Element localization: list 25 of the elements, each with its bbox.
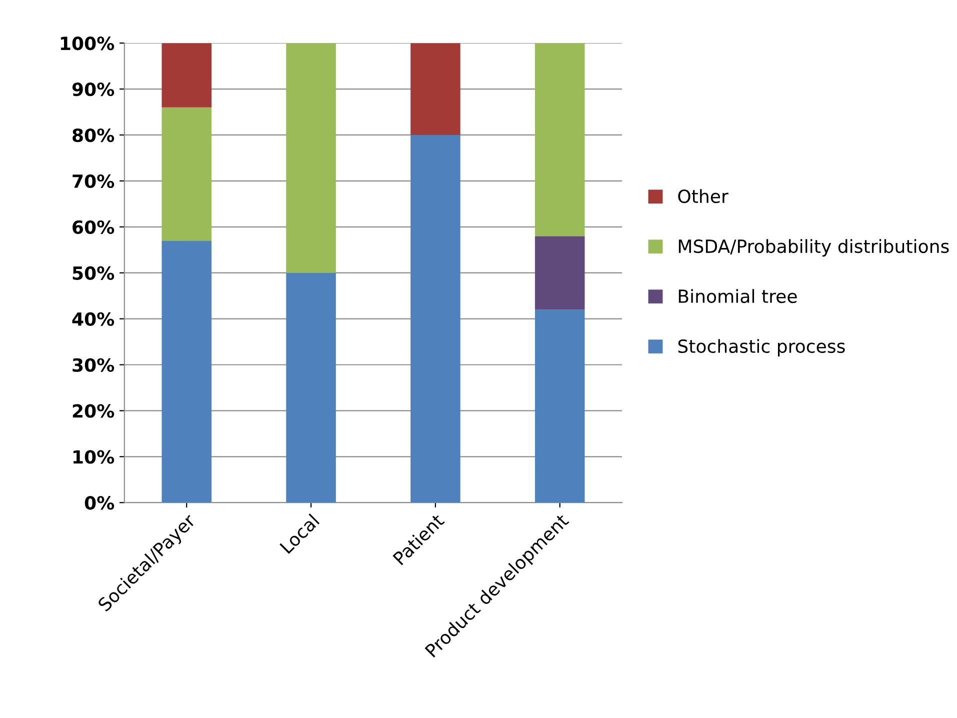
legend-label: MSDA/Probability distributions: [678, 239, 949, 257]
y-tick-label: 0%: [84, 496, 114, 510]
bar: [534, 310, 585, 503]
legend-label: Binomial tree: [678, 289, 797, 304]
y-tick-label: 70%: [72, 174, 114, 188]
bar: [162, 107, 212, 241]
y-tick-label: 40%: [72, 312, 114, 326]
y-tick-label: 30%: [72, 358, 114, 372]
y-tick-label: 20%: [72, 404, 114, 418]
bar: [162, 240, 212, 503]
y-tick-label: 60%: [72, 220, 114, 234]
bar: [286, 43, 336, 273]
y-tick-label: 100%: [60, 36, 114, 50]
bar: [410, 43, 460, 135]
bar: [534, 43, 585, 236]
y-tick-label: 90%: [72, 82, 114, 96]
y-tick-label: 10%: [74, 450, 114, 464]
bar: [534, 236, 585, 310]
bar: [410, 134, 460, 503]
y-tick-label: 80%: [72, 128, 114, 142]
legend-label: Other: [678, 189, 728, 204]
legend-label: Stochastic process: [678, 339, 845, 357]
y-tick-label: 50%: [72, 266, 114, 280]
bar: [162, 43, 212, 108]
bar: [286, 272, 336, 503]
